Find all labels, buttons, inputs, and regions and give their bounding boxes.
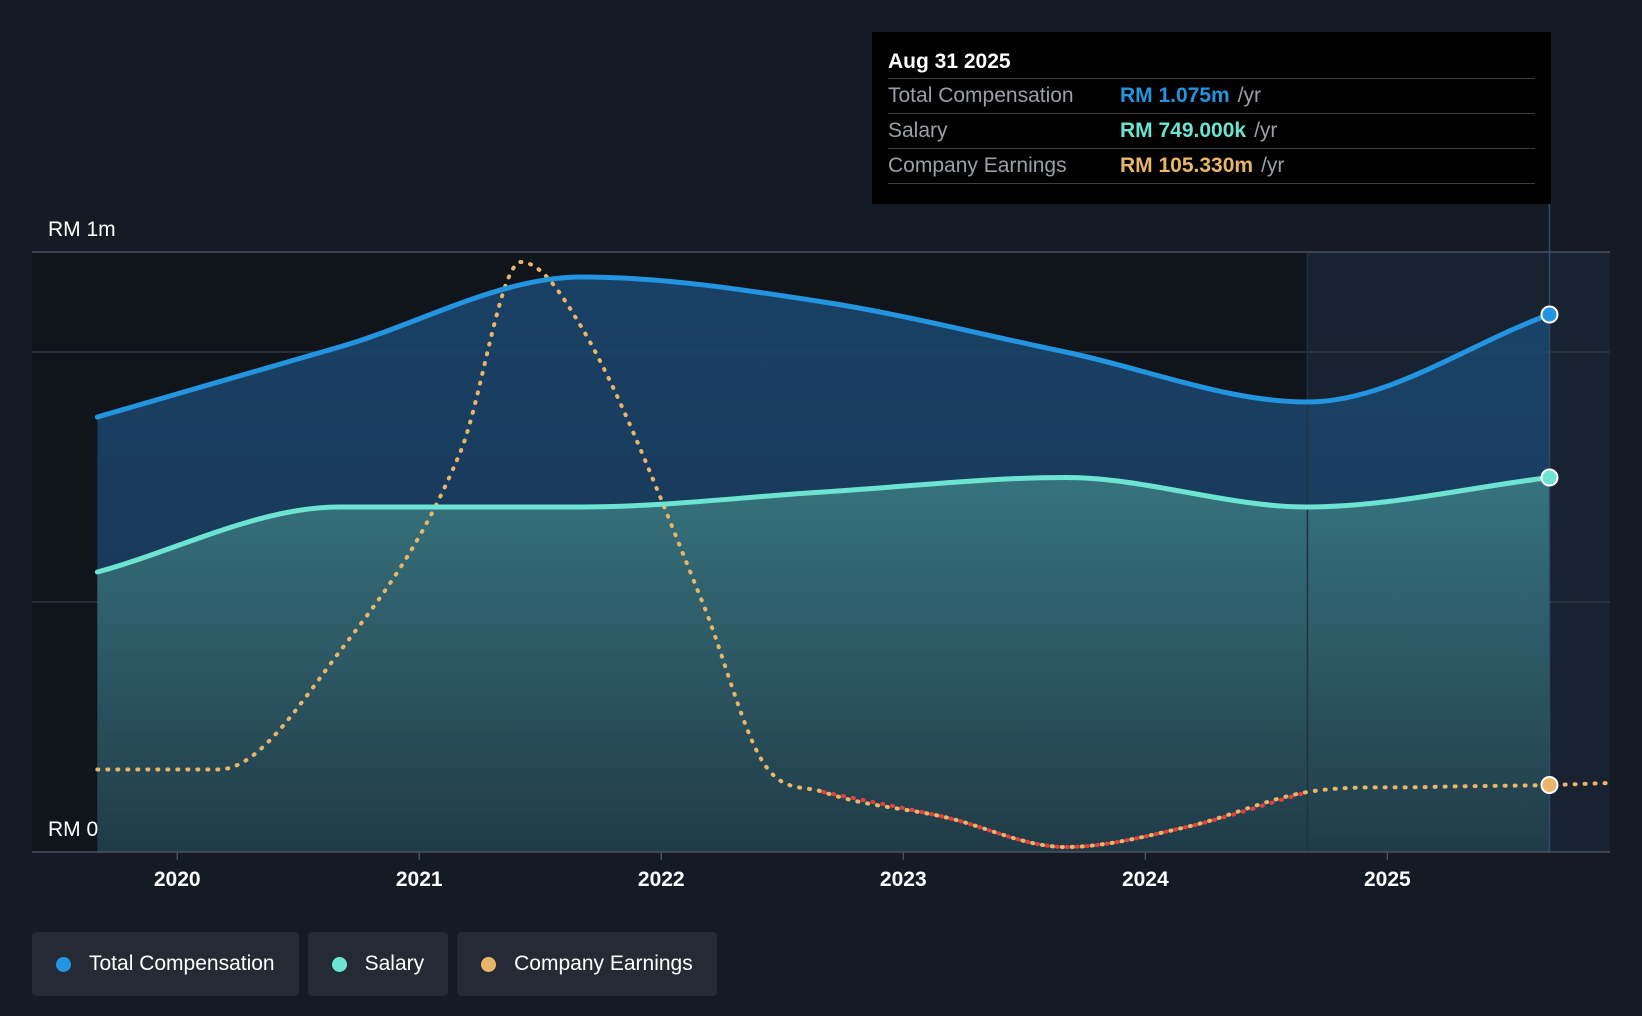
tooltip: Aug 31 2025 Total Compensation RM 1.075m…	[872, 32, 1551, 204]
salary-end-dot	[1540, 468, 1559, 487]
y-axis-label-top: RM 1m	[48, 218, 116, 241]
salary-area	[97, 477, 1550, 852]
tooltip-label: Salary	[888, 119, 948, 142]
legend-dot-icon	[331, 956, 347, 972]
x-axis-tick-label: 2024	[1122, 868, 1169, 891]
legend: Total Compensation Salary Company Earnin…	[32, 932, 717, 996]
legend-dot-icon	[481, 956, 497, 972]
tooltip-row-company-earnings: Company Earnings RM 105.330m /yr	[888, 149, 1535, 184]
tooltip-label: Total Compensation	[888, 84, 1074, 107]
tooltip-value: RM 1.075m	[1120, 84, 1230, 107]
x-axis-tick-label: 2020	[154, 868, 201, 891]
tooltip-unit: /yr	[1254, 119, 1278, 142]
tooltip-unit: /yr	[1237, 84, 1262, 107]
tooltip-value: RM 749.000k	[1120, 119, 1247, 142]
tooltip-unit: /yr	[1261, 154, 1285, 177]
tooltip-label: Company Earnings	[888, 154, 1067, 177]
salary-line	[94, 474, 1552, 575]
tooltip-date: Aug 31 2025	[888, 46, 1535, 79]
tooltip-row-total-compensation: Total Compensation RM 1.075m /yr	[888, 79, 1535, 114]
legend-label: Total Compensation	[89, 952, 275, 975]
tooltip-value: RM 105.330m	[1120, 154, 1254, 177]
total-compensation-line	[94, 274, 1552, 420]
tooltip-row-salary: Salary RM 749.000k /yr	[888, 114, 1535, 149]
legend-item-salary[interactable]: Salary	[307, 932, 449, 996]
total-compensation-end-dot	[1540, 305, 1559, 324]
legend-label: Salary	[364, 952, 425, 975]
legend-item-total-compensation[interactable]: Total Compensation	[32, 932, 299, 996]
x-axis-tick-label: 2025	[1364, 868, 1411, 891]
x-axis-tick-label: 2021	[396, 868, 443, 891]
company-earnings-line	[95, 259, 1612, 850]
legend-dot-icon	[56, 956, 71, 972]
legend-item-company-earnings[interactable]: Company Earnings	[457, 932, 717, 996]
x-axis-tick-label: 2022	[638, 868, 685, 891]
y-axis-label-zero: RM 0	[48, 818, 98, 841]
company-earnings-end-dot	[1540, 776, 1559, 794]
company-earnings-decline-segment	[821, 790, 1310, 850]
legend-label: Company Earnings	[514, 952, 693, 975]
x-axis-tick-label: 2023	[880, 868, 927, 891]
